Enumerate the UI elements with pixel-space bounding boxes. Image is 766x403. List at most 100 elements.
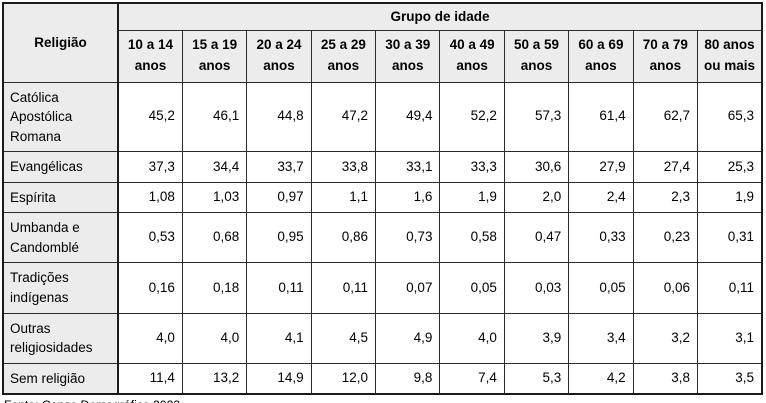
- table-row: Umbanda e Candomblé 0,53 0,68 0,95 0,86 0,73 0…: [2, 212, 763, 264]
- value-cell: 0,86: [310, 212, 377, 264]
- value-cell: 33,1: [375, 151, 441, 183]
- value-cell: 0,23: [632, 212, 699, 264]
- value-cell: 0,06: [632, 262, 699, 314]
- table-row: Sem religião 11,4 13,2 14,9 12,0 9,8 7,4 5,3 4,2…: [2, 362, 763, 395]
- value-cell: 3,1: [697, 312, 763, 364]
- table-row: Evangélicas 37,3 34,4 33,7 33,8 33,1 33,3 30,6 2…: [2, 151, 763, 183]
- value-cell: 3,9: [503, 312, 570, 364]
- table-row: Outras religiosidades 4,0 4,0 4,1 4,5 4,9 4,0 3…: [2, 312, 763, 364]
- age-group-column-header: 70 a 79 anos: [632, 29, 699, 83]
- value-cell: 1,9: [439, 181, 505, 214]
- value-cell: 0,68: [181, 212, 248, 264]
- value-cell: 65,3: [697, 81, 763, 153]
- value-cell: 3,4: [568, 312, 634, 364]
- table-header: Religião Grupo de idade 10 a 14 anos 15 a…: [2, 2, 763, 83]
- value-cell: 0,97: [246, 181, 312, 214]
- table-row: Espírita 1,08 1,03 0,97 1,1 1,6 1,9 2,0 2,4 2,3 1,…: [2, 181, 763, 214]
- header-row-group: Religião Grupo de idade: [2, 2, 763, 83]
- value-cell: 0,07: [375, 262, 441, 314]
- value-cell: 27,4: [632, 151, 699, 183]
- value-cell: 1,6: [375, 181, 441, 214]
- value-cell: 0,18: [181, 262, 248, 314]
- value-cell: 47,2: [310, 81, 377, 153]
- value-cell: 4,0: [181, 312, 248, 364]
- value-cell: 46,1: [181, 81, 248, 153]
- value-cell: 0,53: [117, 212, 183, 264]
- value-cell: 4,9: [375, 312, 441, 364]
- value-cell: 0,11: [697, 262, 763, 314]
- value-cell: 1,1: [310, 181, 377, 214]
- value-cell: 57,3: [503, 81, 570, 153]
- value-cell: 0,11: [246, 262, 312, 314]
- age-group-column-header: 10 a 14 anos: [117, 29, 183, 83]
- value-cell: 3,8: [632, 362, 699, 395]
- value-cell: 4,0: [117, 312, 183, 364]
- value-cell: 1,03: [181, 181, 248, 214]
- age-group-column-header: 25 a 29 anos: [310, 29, 377, 83]
- value-cell: 0,05: [439, 262, 505, 314]
- age-group-column-header: 80 anos ou mais: [697, 29, 763, 83]
- value-cell: 3,2: [632, 312, 699, 364]
- value-cell: 30,6: [503, 151, 570, 183]
- value-cell: 34,4: [181, 151, 248, 183]
- age-group-column-header: 50 a 59 anos: [503, 29, 570, 83]
- age-group-header: Grupo de idade: [117, 2, 763, 31]
- value-cell: 61,4: [568, 81, 634, 153]
- value-cell: 52,2: [439, 81, 505, 153]
- value-cell: 33,7: [246, 151, 312, 183]
- religion-label-cell: Umbanda e Candomblé: [2, 212, 119, 264]
- value-cell: 1,9: [697, 181, 763, 214]
- value-cell: 5,3: [503, 362, 570, 395]
- religion-label-cell: Espírita: [2, 181, 119, 214]
- value-cell: 4,0: [439, 312, 505, 364]
- table-row: Tradições indígenas 0,16 0,18 0,11 0,11 0,07 0…: [2, 262, 763, 314]
- value-cell: 4,2: [568, 362, 634, 395]
- age-group-column-header: 40 a 49 anos: [439, 29, 505, 83]
- age-group-column-header: 60 a 69 anos: [568, 29, 634, 83]
- source-note: Fonte: Censo Demográfico 2022.: [2, 395, 763, 403]
- header-row-age-columns: 10 a 14 anos 15 a 19 anos 20 a 24 anos 25 a…: [3, 29, 763, 83]
- value-cell: 2,4: [568, 181, 634, 214]
- value-cell: 27,9: [568, 151, 634, 183]
- value-cell: 4,5: [310, 312, 377, 364]
- religion-label-cell: Católica Apostólica Romana: [2, 81, 119, 153]
- value-cell: 13,2: [181, 362, 248, 395]
- age-group-column-header: 30 a 39 anos: [375, 29, 441, 83]
- value-cell: 44,8: [246, 81, 312, 153]
- value-cell: 45,2: [117, 81, 183, 153]
- value-cell: 4,1: [246, 312, 312, 364]
- value-cell: 62,7: [632, 81, 699, 153]
- age-group-column-header: 15 a 19 anos: [181, 29, 248, 83]
- religion-label-cell: Outras religiosidades: [2, 312, 119, 364]
- religion-by-age-table: Religião Grupo de idade 10 a 14 anos 15 a…: [2, 2, 763, 396]
- value-cell: 14,9: [246, 362, 312, 395]
- value-cell: 0,03: [503, 262, 570, 314]
- value-cell: 33,3: [439, 151, 505, 183]
- value-cell: 0,16: [117, 262, 183, 314]
- value-cell: 33,8: [310, 151, 377, 183]
- value-cell: 9,8: [375, 362, 441, 395]
- value-cell: 25,3: [697, 151, 763, 183]
- value-cell: 0,11: [310, 262, 377, 314]
- value-cell: 0,33: [568, 212, 634, 264]
- value-cell: 0,58: [439, 212, 505, 264]
- religion-label-cell: Sem religião: [2, 362, 119, 395]
- value-cell: 3,5: [697, 362, 763, 395]
- value-cell: 1,08: [117, 181, 183, 214]
- religion-label-cell: Tradições indígenas: [2, 262, 119, 314]
- value-cell: 7,4: [439, 362, 505, 395]
- value-cell: 0,31: [697, 212, 763, 264]
- value-cell: 0,47: [503, 212, 570, 264]
- value-cell: 0,95: [246, 212, 312, 264]
- value-cell: 2,3: [632, 181, 699, 214]
- value-cell: 0,05: [568, 262, 634, 314]
- value-cell: 49,4: [375, 81, 441, 153]
- value-cell: 37,3: [117, 151, 183, 183]
- table-row: Católica Apostólica Romana 45,2 46,1 44,8 47…: [2, 81, 763, 153]
- value-cell: 12,0: [310, 362, 377, 395]
- religion-column-header: Religião: [2, 2, 119, 83]
- value-cell: 11,4: [117, 362, 183, 395]
- age-group-column-header: 20 a 24 anos: [246, 29, 312, 83]
- table-body: Católica Apostólica Romana 45,2 46,1 44,8 47…: [2, 81, 763, 395]
